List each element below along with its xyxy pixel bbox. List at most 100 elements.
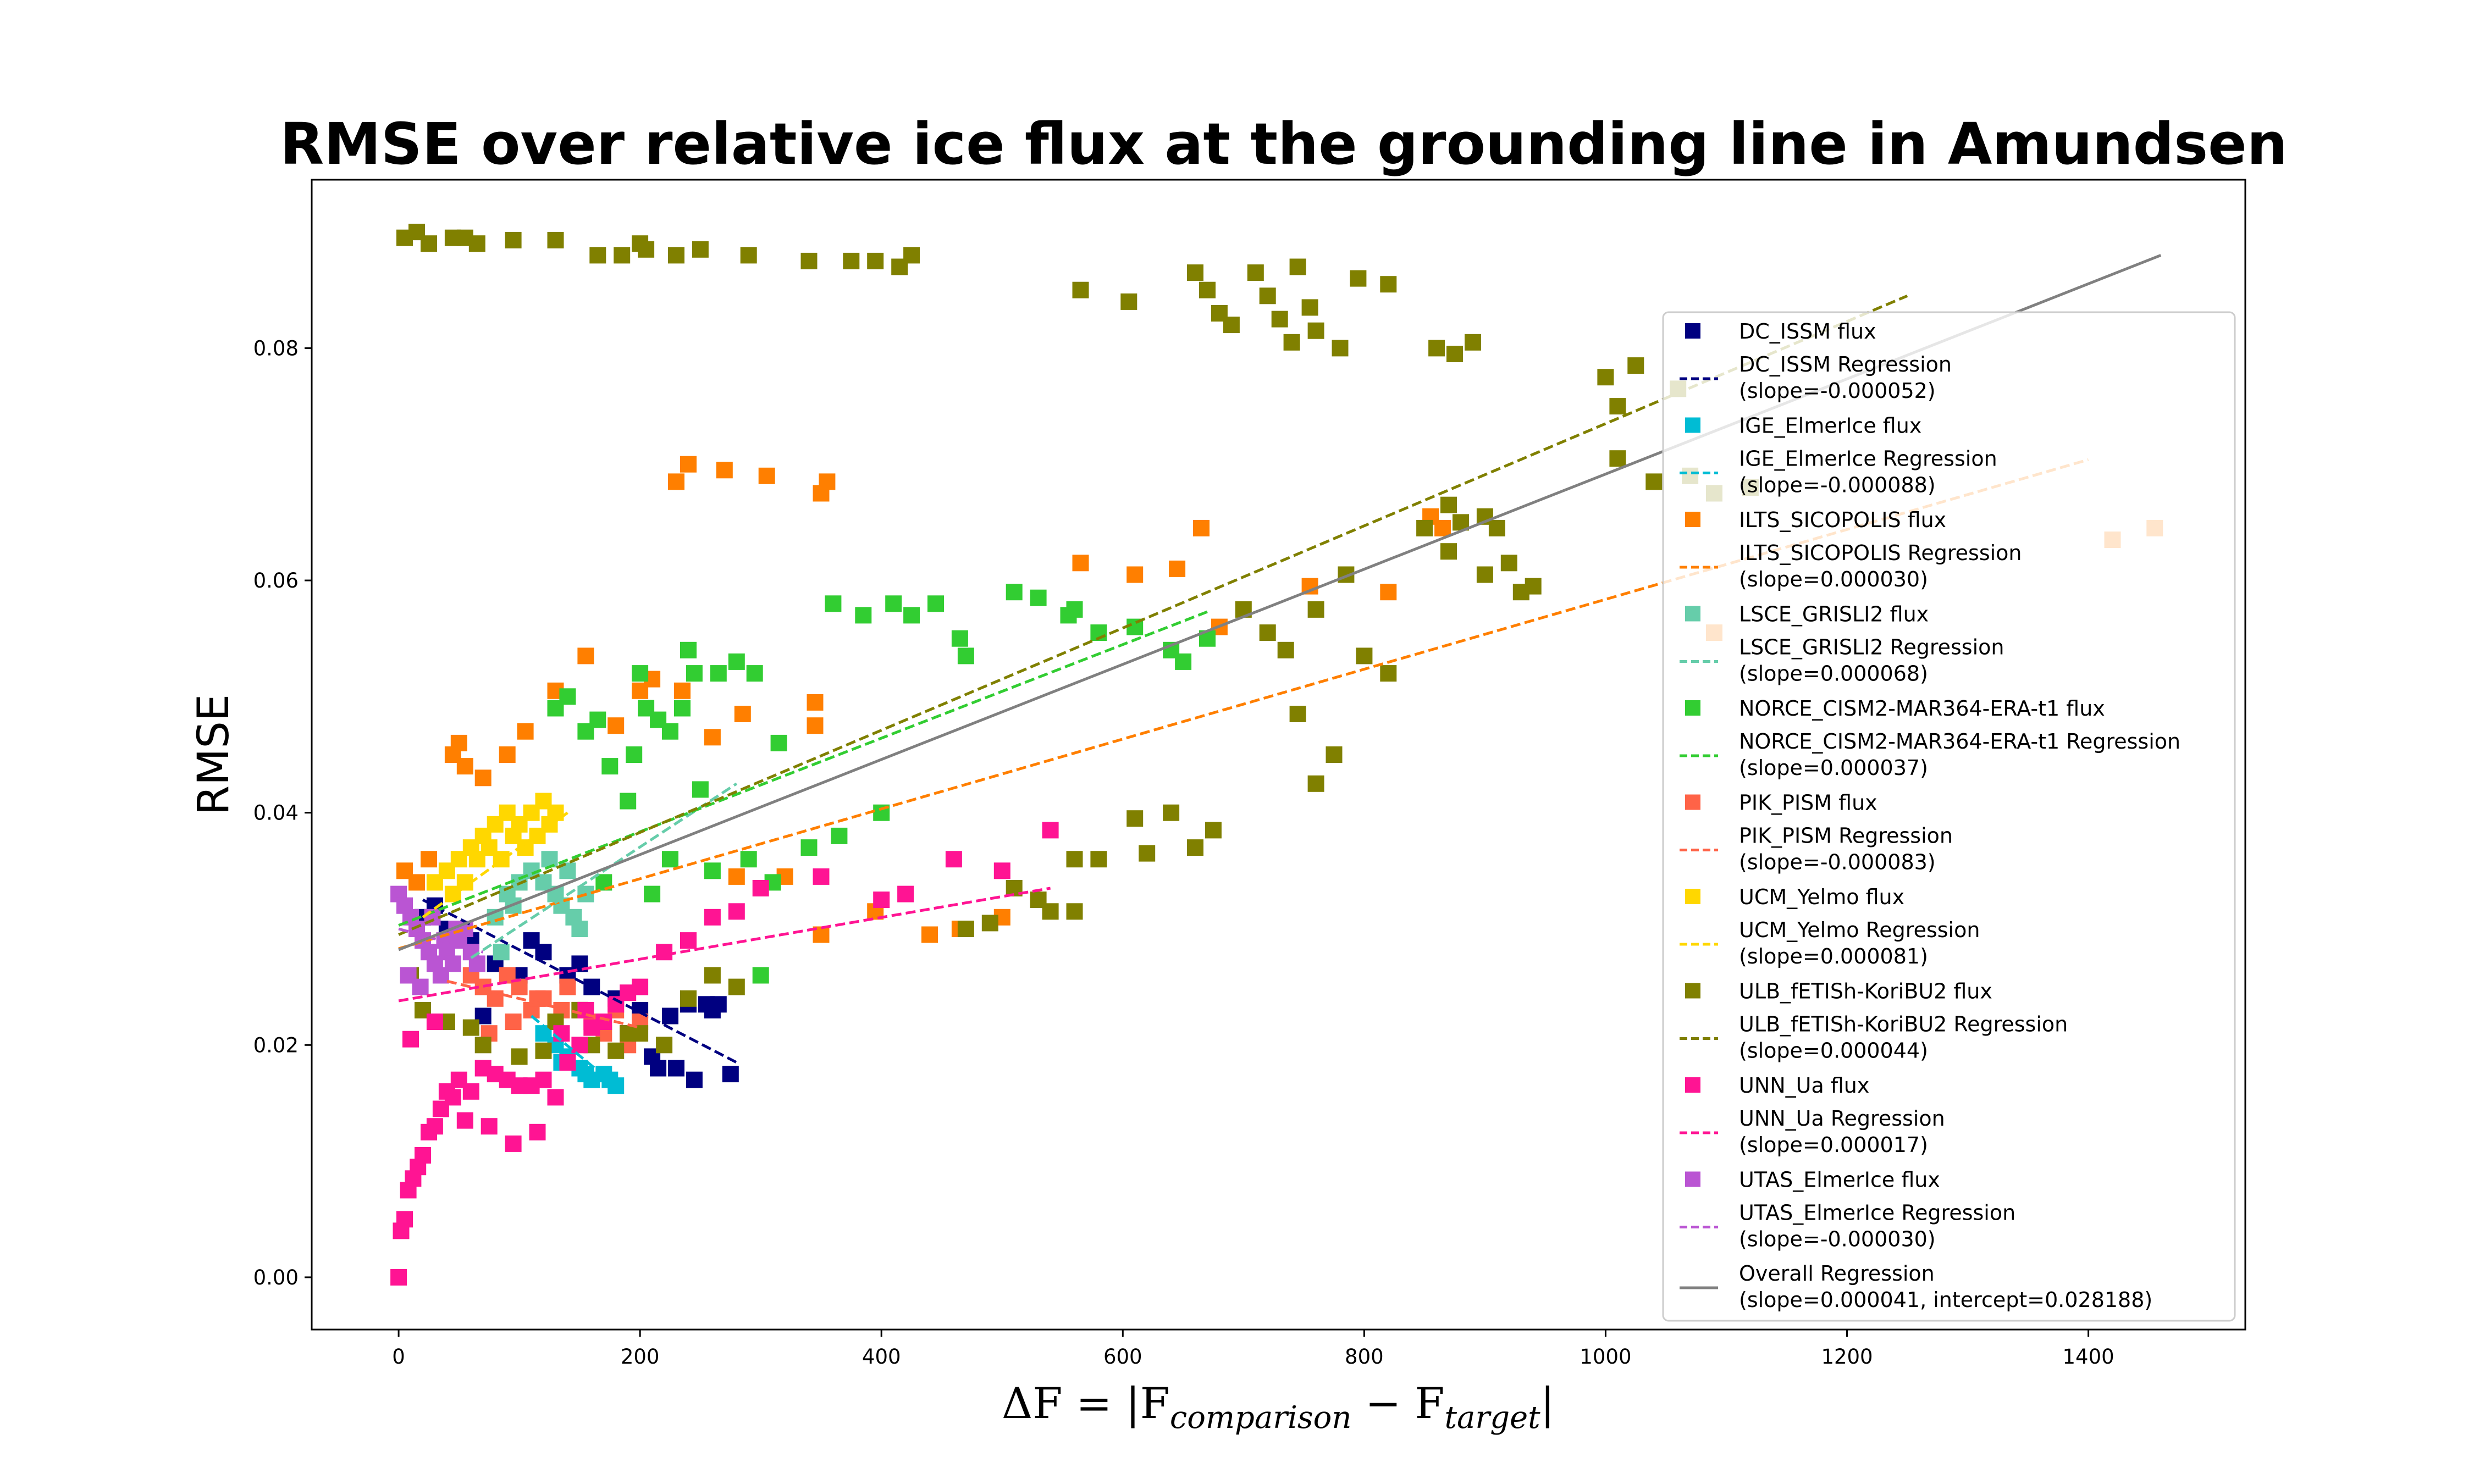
data-point-ulb-fetish-koribu2 xyxy=(1326,746,1343,763)
legend-label: DC_ISSM flux xyxy=(1739,319,1876,344)
data-point-ulb-fetish-koribu2 xyxy=(1500,555,1517,572)
x-axis-label: ΔF = |Fcomparison − Ftarget| xyxy=(1002,1379,1555,1436)
x-axis-label-prefix: ΔF = |F xyxy=(1002,1379,1170,1428)
legend-marker xyxy=(1685,889,1700,904)
legend-label: UCM_Yelmo Regression xyxy=(1739,918,1980,942)
data-point-ulb-fetish-koribu2 xyxy=(903,247,920,264)
data-point-norce-cism2-mar364-era-t1 xyxy=(831,827,848,844)
legend-label: (slope=-0.000052) xyxy=(1739,379,1936,403)
data-point-unn-ua xyxy=(728,903,745,920)
legend-label: NORCE_CISM2-MAR364-ERA-t1 flux xyxy=(1739,696,2105,721)
y-tick-label: 0.00 xyxy=(253,1266,299,1289)
data-point-ilts-sicopolis xyxy=(474,769,492,787)
data-point-ulb-fetish-koribu2 xyxy=(1205,822,1222,839)
data-point-ulb-fetish-koribu2 xyxy=(638,241,655,258)
data-point-unn-ua xyxy=(456,1112,473,1129)
data-point-unn-ua xyxy=(752,880,769,896)
data-point-ulb-fetish-koribu2 xyxy=(1428,340,1445,357)
data-point-ulb-fetish-koribu2 xyxy=(1126,810,1144,827)
legend: DC_ISSM flux DC_ISSM Regression (slope=-0.… xyxy=(1662,311,2236,1322)
data-point-unn-ua xyxy=(813,868,830,885)
data-point-norce-cism2-mar364-era-t1 xyxy=(662,723,678,740)
legend-label: ULB_fETISh-KoriBU2 flux xyxy=(1739,979,1992,1004)
legend-marker xyxy=(1685,1077,1700,1093)
data-point-ilts-sicopolis xyxy=(577,647,594,665)
data-point-norce-cism2-mar364-era-t1 xyxy=(800,839,818,856)
data-point-unn-ua xyxy=(505,1135,522,1152)
y-tick-label: 0.02 xyxy=(253,1033,299,1057)
x-axis-label-suffix: | xyxy=(1540,1379,1555,1428)
data-point-ulb-fetish-koribu2 xyxy=(468,235,485,252)
legend-marker xyxy=(1685,700,1700,716)
data-point-ulb-fetish-koribu2 xyxy=(728,978,745,995)
legend-label: (slope=0.000068) xyxy=(1739,662,1928,686)
legend-label: PIK_PISM Regression xyxy=(1739,824,1953,848)
data-point-dc-issm xyxy=(662,1007,678,1025)
data-point-norce-cism2-mar364-era-t1 xyxy=(885,595,902,612)
data-point-ulb-fetish-koribu2 xyxy=(1277,641,1294,658)
legend-label: UNN_Ua flux xyxy=(1739,1073,1869,1098)
data-point-ilts-sicopolis xyxy=(807,694,824,711)
data-point-unn-ua xyxy=(632,978,649,995)
data-point-ilts-sicopolis xyxy=(921,926,938,943)
data-point-norce-cism2-mar364-era-t1 xyxy=(752,967,769,984)
data-point-norce-cism2-mar364-era-t1 xyxy=(957,647,974,665)
legend-box xyxy=(1662,311,2236,1322)
data-point-ulb-fetish-koribu2 xyxy=(1289,706,1306,722)
data-point-norce-cism2-mar364-era-t1 xyxy=(680,641,697,658)
scatter-points xyxy=(390,224,2163,1286)
data-point-ulb-fetish-koribu2 xyxy=(547,231,564,248)
data-point-ulb-fetish-koribu2 xyxy=(704,967,721,984)
data-point-unn-ua xyxy=(1042,822,1059,839)
data-point-unn-ua xyxy=(462,1083,479,1100)
x-axis-label-sub2: target xyxy=(1445,1400,1541,1436)
data-point-norce-cism2-mar364-era-t1 xyxy=(927,595,944,612)
data-point-ilts-sicopolis xyxy=(734,706,751,722)
x-tick-label: 0 xyxy=(392,1345,405,1369)
data-point-ulb-fetish-koribu2 xyxy=(1440,543,1457,560)
regression-line-9 xyxy=(398,927,484,954)
data-point-pik-pism xyxy=(505,1014,522,1030)
data-point-ilts-sicopolis xyxy=(807,717,824,734)
data-point-ulb-fetish-koribu2 xyxy=(1090,851,1107,868)
data-point-lsce-grisli2 xyxy=(493,944,510,961)
data-point-norce-cism2-mar364-era-t1 xyxy=(1175,653,1192,670)
data-point-ulb-fetish-koribu2 xyxy=(1380,665,1397,682)
regression-line-1 xyxy=(531,1015,617,1087)
data-point-unn-ua xyxy=(396,1211,413,1228)
legend-label: UCM_Yelmo flux xyxy=(1739,885,1904,909)
data-point-ulb-fetish-koribu2 xyxy=(1465,334,1481,351)
data-point-norce-cism2-mar364-era-t1 xyxy=(1066,601,1083,618)
data-point-ulb-fetish-koribu2 xyxy=(740,247,757,264)
data-point-ulb-fetish-koribu2 xyxy=(608,1042,625,1059)
data-point-lsce-grisli2 xyxy=(571,921,588,937)
legend-label: (slope=0.000081) xyxy=(1739,944,1928,968)
legend-marker xyxy=(1685,512,1700,527)
data-point-ulb-fetish-koribu2 xyxy=(1042,903,1059,920)
data-point-ulb-fetish-koribu2 xyxy=(1247,264,1264,281)
data-point-ulb-fetish-koribu2 xyxy=(462,1019,479,1036)
data-point-ulb-fetish-koribu2 xyxy=(1416,519,1433,536)
data-point-ilts-sicopolis xyxy=(517,723,534,740)
data-point-norce-cism2-mar364-era-t1 xyxy=(1006,584,1023,601)
data-point-ulb-fetish-koribu2 xyxy=(1440,496,1457,513)
legend-marker xyxy=(1685,323,1700,339)
x-tick-label: 600 xyxy=(1103,1345,1142,1369)
regression-line-5 xyxy=(446,979,640,1029)
data-point-dc-issm xyxy=(523,932,540,949)
data-point-unn-ua xyxy=(444,1089,461,1106)
legend-marker xyxy=(1685,983,1700,999)
data-point-ilts-sicopolis xyxy=(674,682,691,699)
regression-line-4 xyxy=(398,610,1208,927)
legend-label: UTAS_ElmerIce flux xyxy=(1739,1168,1940,1192)
data-point-norce-cism2-mar364-era-t1 xyxy=(644,885,661,902)
y-axis-ticks: 0.00 0.02 0.04 0.06 0.08 xyxy=(253,336,312,1289)
data-point-norce-cism2-mar364-era-t1 xyxy=(620,793,637,810)
data-point-ulb-fetish-koribu2 xyxy=(1223,317,1240,334)
data-point-norce-cism2-mar364-era-t1 xyxy=(692,781,709,798)
data-point-norce-cism2-mar364-era-t1 xyxy=(601,758,618,775)
data-point-ulb-fetish-koribu2 xyxy=(981,915,998,932)
chart-title: RMSE over relative ice flux at the groun… xyxy=(280,110,2287,178)
data-point-ulb-fetish-koribu2 xyxy=(614,247,631,264)
